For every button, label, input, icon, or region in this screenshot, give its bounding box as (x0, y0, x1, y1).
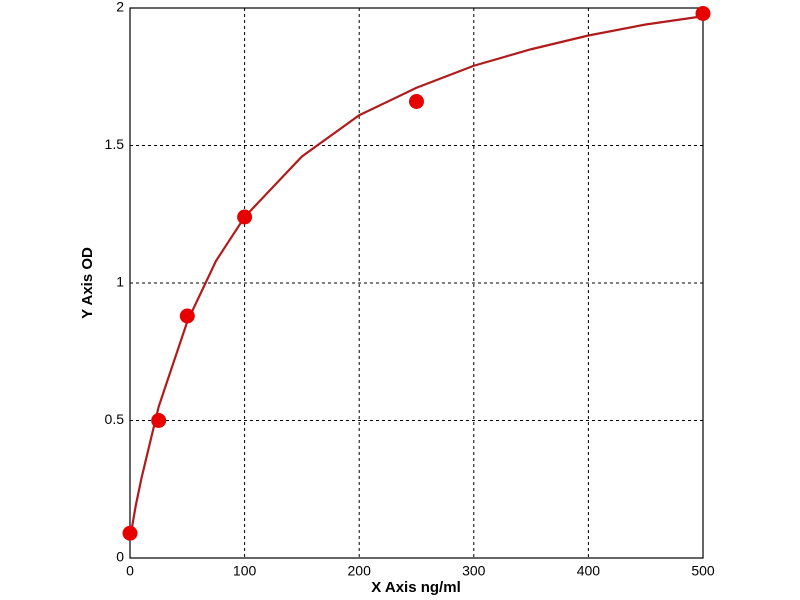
y-axis-label: Y Axis OD (79, 247, 96, 319)
x-tick-label: 400 (577, 563, 601, 579)
fit-curve (128, 15, 704, 539)
data-point (122, 525, 138, 541)
data-point (695, 6, 711, 21)
data-point (179, 308, 195, 324)
x-tick-label: 200 (348, 563, 372, 579)
data-point (151, 413, 167, 428)
x-axis-label: X Axis ng/ml (371, 579, 460, 596)
y-tick-label: 2 (116, 0, 124, 15)
y-tick-label: 0 (116, 549, 124, 565)
plot-frame (129, 7, 704, 559)
x-tick-label: 300 (462, 563, 486, 579)
y-tick-label: 1 (116, 274, 124, 290)
y-tick-label: 1.5 (105, 136, 125, 152)
x-tick-label: 500 (691, 563, 715, 579)
y-tick-label: 0.5 (105, 411, 125, 427)
x-tick-label: 100 (233, 563, 257, 579)
data-point (409, 94, 424, 109)
x-tick-label: 0 (126, 563, 134, 579)
data-point (237, 209, 253, 225)
